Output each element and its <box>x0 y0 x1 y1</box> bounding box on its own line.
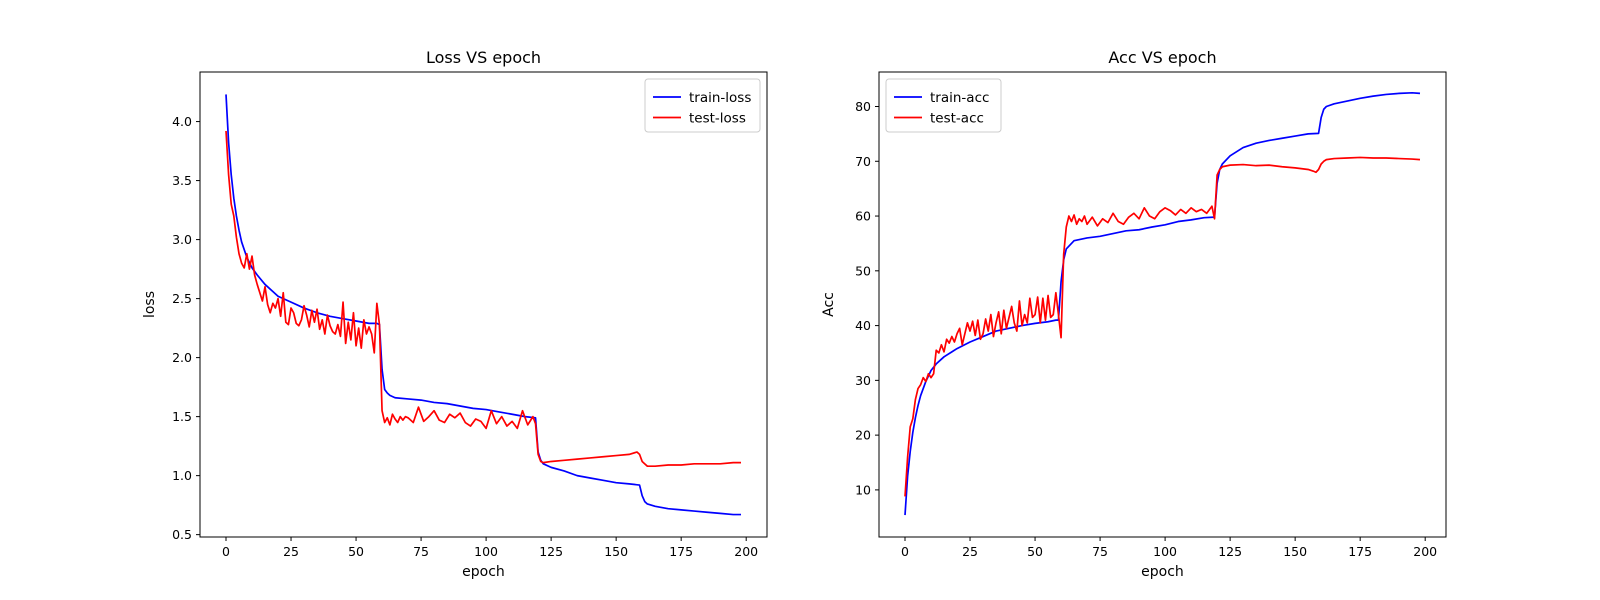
x-tick-label: 0 <box>901 544 909 559</box>
x-tick-label: 100 <box>474 544 498 559</box>
y-axis-label: Acc <box>821 292 837 317</box>
series-line-test-loss <box>225 130 741 468</box>
x-tick-label: 175 <box>1348 544 1372 559</box>
x-axis-label: epoch <box>462 564 505 580</box>
y-tick-label: 20 <box>855 428 871 443</box>
x-tick-label: 0 <box>222 544 230 559</box>
y-axis-label: loss <box>142 291 158 318</box>
x-tick-label: 50 <box>1027 544 1043 559</box>
series-line-train-loss <box>225 94 741 516</box>
y-tick-label: 3.5 <box>172 173 192 188</box>
y-tick-label: 2.0 <box>172 350 192 365</box>
y-tick-label: 80 <box>855 99 871 114</box>
y-tick-label: 4.0 <box>172 114 192 129</box>
plot-frame <box>199 71 768 538</box>
y-tick-label: 1.0 <box>172 468 192 483</box>
x-tick-label: 150 <box>1283 544 1307 559</box>
plot-frame <box>878 71 1447 538</box>
x-tick-label: 125 <box>539 544 563 559</box>
y-tick-label: 30 <box>855 373 871 388</box>
y-tick-label: 10 <box>855 482 871 497</box>
chart-title: Acc VS epoch <box>1108 48 1216 67</box>
plot-area <box>879 72 1446 537</box>
y-tick-label: 0.5 <box>172 527 192 542</box>
series-line-test-acc <box>904 156 1421 497</box>
legend: train-acc test-acc <box>885 78 1002 133</box>
chart-loss: Loss VS epoch 0 25 50 75 100 125 150 175 200 0.5 1.… <box>142 48 768 580</box>
y-tick-label: 60 <box>855 209 871 224</box>
legend-label: test-loss <box>689 111 746 127</box>
y-tick-label: 1.5 <box>172 409 192 424</box>
x-tick-label: 175 <box>669 544 693 559</box>
y-tick-label: 50 <box>855 263 871 278</box>
x-tick-label: 200 <box>734 544 758 559</box>
x-axis-label: epoch <box>1141 564 1184 580</box>
x-tick-label: 25 <box>283 544 299 559</box>
legend-label: train-acc <box>930 90 989 106</box>
x-tick-label: 75 <box>413 544 429 559</box>
y-tick-label: 3.0 <box>172 232 192 247</box>
x-tick-label: 200 <box>1413 544 1437 559</box>
x-tick-label: 100 <box>1153 544 1177 559</box>
x-tick-label: 25 <box>962 544 978 559</box>
legend-label: train-loss <box>689 90 751 106</box>
x-tick-label: 50 <box>348 544 364 559</box>
legend-label: test-acc <box>930 111 984 127</box>
chart-title: Loss VS epoch <box>426 48 541 67</box>
legend-box <box>644 78 761 133</box>
chart-acc: Acc VS epoch 0 25 50 75 100 125 150 175 200 10 20 30… <box>821 48 1447 580</box>
x-tick-label: 75 <box>1092 544 1108 559</box>
x-tick-label: 150 <box>604 544 628 559</box>
y-tick-label: 70 <box>855 154 871 169</box>
x-tick-label: 125 <box>1218 544 1242 559</box>
legend-box <box>885 78 1002 133</box>
legend: train-loss test-loss <box>644 78 761 133</box>
y-tick-label: 40 <box>855 318 871 333</box>
series-line-train-acc <box>904 91 1421 516</box>
y-tick-label: 2.5 <box>172 291 192 306</box>
